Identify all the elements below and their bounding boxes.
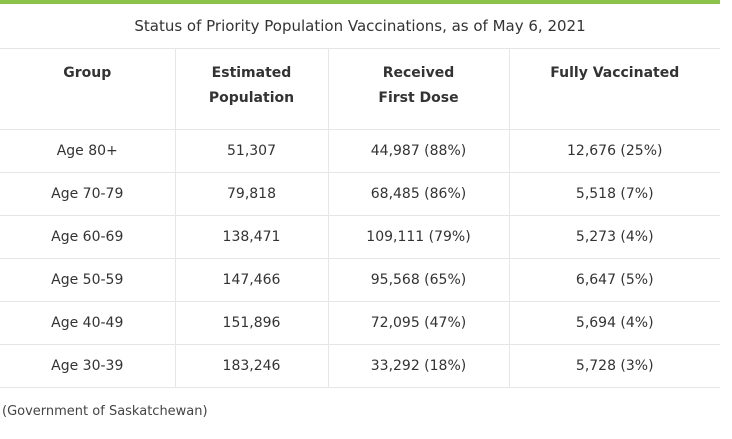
cell-group: Age 40-49 <box>0 301 176 345</box>
table-row: Age 70-79 79,818 68,485 (86%) 5,518 (7%) <box>0 172 720 216</box>
cell-fully-vaccinated: 6,647 (5%) <box>509 258 720 302</box>
table-row: Age 30-39 183,246 33,292 (18%) 5,728 (3%… <box>0 344 720 388</box>
header-row: Group Estimated Population Received Firs… <box>0 49 720 130</box>
cell-population: 51,307 <box>175 129 329 173</box>
table-row: Age 40-49 151,896 72,095 (47%) 5,694 (4%… <box>0 301 720 345</box>
cell-group: Age 50-59 <box>0 258 176 302</box>
cell-first-dose: 95,568 (65%) <box>328 258 510 302</box>
header-fully-vaccinated: Fully Vaccinated <box>509 49 720 130</box>
table-row: Age 60-69 138,471 109,111 (79%) 5,273 (4… <box>0 215 720 259</box>
cell-group: Age 80+ <box>0 129 176 173</box>
cell-first-dose: 68,485 (86%) <box>328 172 510 216</box>
cell-first-dose: 44,987 (88%) <box>328 129 510 173</box>
header-received-line2: First Dose <box>378 90 459 106</box>
header-estimated-population: Estimated Population <box>175 49 329 130</box>
cell-fully-vaccinated: 12,676 (25%) <box>509 129 720 173</box>
cell-population: 183,246 <box>175 344 329 388</box>
cell-fully-vaccinated: 5,518 (7%) <box>509 172 720 216</box>
header-received-first-dose: Received First Dose <box>328 49 510 130</box>
header-estimated-line1: Estimated <box>211 65 292 81</box>
cell-fully-vaccinated: 5,273 (4%) <box>509 215 720 259</box>
source-caption: (Government of Saskatchewan) <box>2 404 208 419</box>
cell-fully-vaccinated: 5,694 (4%) <box>509 301 720 345</box>
cell-first-dose: 109,111 (79%) <box>328 215 510 259</box>
header-estimated-line2: Population <box>208 90 295 106</box>
cell-first-dose: 33,292 (18%) <box>328 344 510 388</box>
table-row: Age 80+ 51,307 44,987 (88%) 12,676 (25%) <box>0 129 720 173</box>
cell-group: Age 60-69 <box>0 215 176 259</box>
cell-first-dose: 72,095 (47%) <box>328 301 510 345</box>
cell-population: 138,471 <box>175 215 329 259</box>
table-row: Age 50-59 147,466 95,568 (65%) 6,647 (5%… <box>0 258 720 302</box>
cell-fully-vaccinated: 5,728 (3%) <box>509 344 720 388</box>
cell-group: Age 30-39 <box>0 344 176 388</box>
header-received-line1: Received <box>382 65 455 81</box>
vaccination-table: Group Estimated Population Received Firs… <box>0 49 720 388</box>
header-fully-label: Fully Vaccinated <box>550 65 680 81</box>
header-group: Group <box>0 49 176 130</box>
cell-population: 151,896 <box>175 301 329 345</box>
cell-population: 79,818 <box>175 172 329 216</box>
cell-group: Age 70-79 <box>0 172 176 216</box>
vaccination-table-container: Status of Priority Population Vaccinatio… <box>0 0 720 388</box>
header-group-label: Group <box>63 65 112 81</box>
cell-population: 147,466 <box>175 258 329 302</box>
accent-bar <box>0 0 720 4</box>
table-title: Status of Priority Population Vaccinatio… <box>0 4 720 49</box>
